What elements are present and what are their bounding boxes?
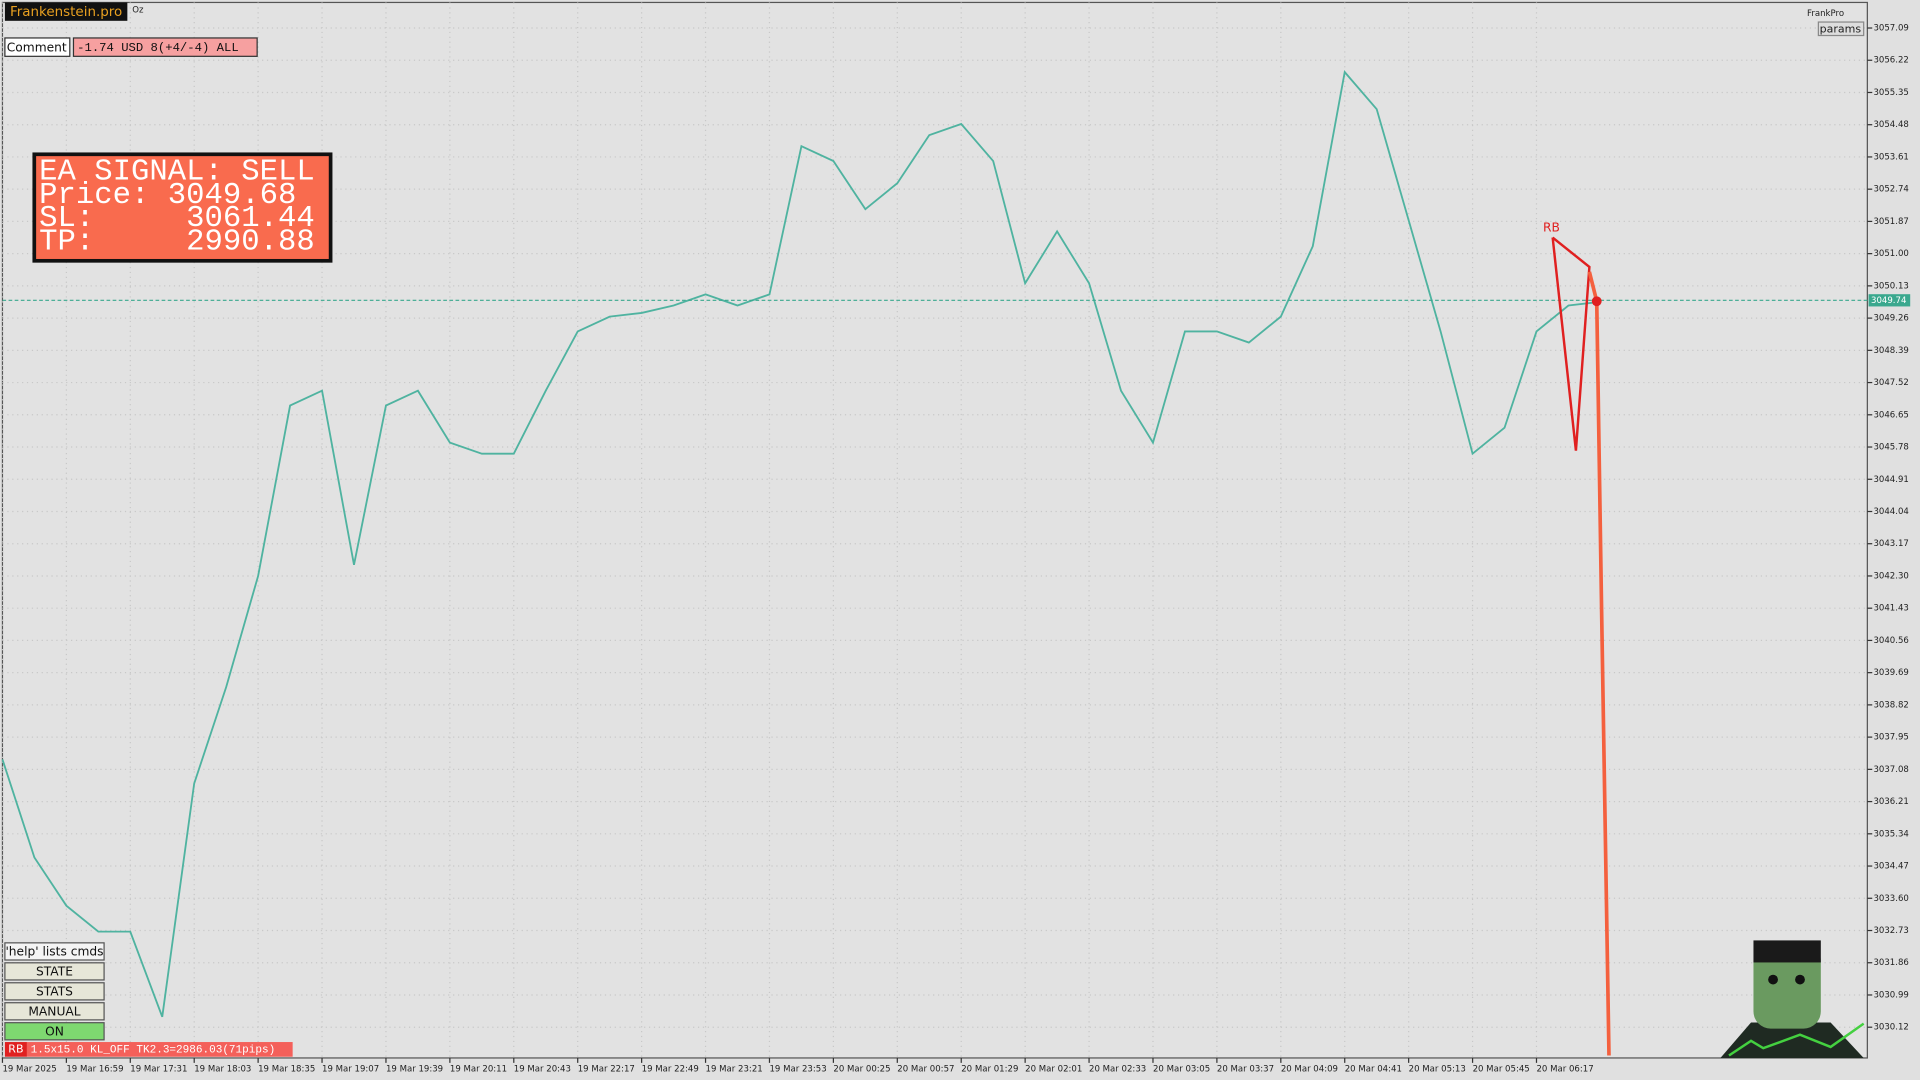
x-tick-label: 19 Mar 18:03 (194, 1064, 251, 1074)
x-tick-label: 20 Mar 03:05 (1153, 1064, 1210, 1074)
status-text: 1.5x15.0 KL_OFF TK2.3=2986.03(71pips) (31, 1044, 276, 1056)
current-price-label: 3049.74 (1871, 296, 1906, 306)
x-tick-label: 19 Mar 19:39 (386, 1064, 443, 1074)
x-tick-label: 20 Mar 05:45 (1473, 1064, 1530, 1074)
comment-label-box (4, 37, 71, 57)
y-tick-label: 3049.26 (1873, 314, 1908, 324)
y-tick-label: 3034.47 (1873, 862, 1908, 872)
y-tick-label: 3037.08 (1873, 765, 1908, 775)
y-tick-label: 3047.52 (1873, 378, 1908, 388)
projection-line (1587, 271, 1611, 1056)
y-tick-label: 3040.56 (1873, 636, 1908, 646)
x-tick-label: 19 Mar 20:11 (450, 1064, 507, 1074)
y-tick-label: 3051.00 (1873, 249, 1908, 259)
y-tick-label: 3057.09 (1873, 24, 1908, 34)
button (4, 942, 105, 961)
account: FrankPro (1807, 9, 1844, 19)
x-tick-label: 20 Mar 02:33 (1089, 1064, 1146, 1074)
marker-label: RB (1543, 220, 1560, 234)
button[interactable] (4, 982, 105, 1001)
x-tick-label: 19 Mar 17:31 (130, 1064, 187, 1074)
x-tick-label: 20 Mar 06:17 (1536, 1064, 1593, 1074)
x-tick-label: 19 Mar 19:07 (322, 1064, 379, 1074)
y-tick-label: 3054.48 (1873, 120, 1908, 130)
y-tick-label: 3046.65 (1873, 410, 1908, 420)
button[interactable] (4, 1002, 105, 1021)
button-label: 'help' lists cmds (5, 945, 103, 959)
x-tick-label: 19 Mar 23:21 (706, 1064, 763, 1074)
y-tick-label: 3044.91 (1873, 475, 1908, 485)
signal-box (32, 152, 333, 263)
x-tick-label: 20 Mar 04:41 (1345, 1064, 1402, 1074)
y-tick-label: 3037.95 (1873, 733, 1908, 743)
params-label: params (1820, 22, 1862, 35)
params-button[interactable] (1817, 21, 1865, 37)
y-tick-label: 3045.78 (1873, 443, 1908, 453)
status-box (26, 1042, 293, 1057)
x-tick-label: 19 Mar 22:17 (578, 1064, 635, 1074)
button-label: ON (45, 1024, 64, 1038)
x-tick-label: 19 Mar 22:49 (642, 1064, 699, 1074)
y-tick-label: 3033.60 (1873, 894, 1908, 904)
y-tick-label: 3035.34 (1873, 829, 1908, 839)
brand: Frankenstein.pro (10, 5, 122, 20)
comment-value: -1.74 USD 8(+4/-4) ALL (77, 41, 239, 55)
y-tick-label: 3030.12 (1873, 1023, 1908, 1033)
x-tick-label: 20 Mar 00:57 (897, 1064, 954, 1074)
y-tick-label: 3038.82 (1873, 700, 1908, 710)
signal-line: EA SIGNAL: SELL (39, 156, 315, 190)
button[interactable] (4, 962, 105, 981)
x-tick-label: 20 Mar 05:13 (1409, 1064, 1466, 1074)
y-tick-label: 3032.73 (1873, 926, 1908, 936)
rb-pattern (1551, 236, 1591, 451)
brand-box (4, 2, 128, 21)
y-tick-label: 3039.69 (1873, 668, 1908, 678)
status-tag: RB (8, 1042, 23, 1055)
comment-value-box (72, 37, 258, 57)
y-tick-label: 3031.86 (1873, 958, 1908, 968)
signal-line: Price: 3049.68 (39, 179, 296, 213)
x-tick-label: 19 Mar 20:43 (514, 1064, 571, 1074)
button-label: STATS (36, 984, 73, 998)
button-label: MANUAL (28, 1004, 80, 1018)
y-tick-label: 3042.30 (1873, 571, 1908, 581)
y-tick-label: 3030.99 (1873, 990, 1908, 1000)
y-tick-label: 3056.22 (1873, 56, 1908, 66)
signal-line: TP: 2990.88 (39, 225, 315, 259)
x-tick-label: 20 Mar 03:37 (1217, 1064, 1274, 1074)
y-tick-label: 3048.39 (1873, 346, 1908, 356)
y-tick-label: 3055.35 (1873, 88, 1908, 98)
y-tick-label: 3051.87 (1873, 217, 1908, 227)
y-tick-label: 3043.17 (1873, 539, 1908, 549)
x-tick-label: 19 Mar 23:53 (769, 1064, 826, 1074)
current-price-box (1868, 294, 1911, 307)
mascot (1720, 940, 1865, 1058)
y-tick-label: 3044.04 (1873, 507, 1908, 517)
y-tick-label: 3050.13 (1873, 281, 1908, 291)
x-tick-label: 19 Mar 18:35 (258, 1064, 315, 1074)
x-tick-label: 20 Mar 04:09 (1281, 1064, 1338, 1074)
price-line (1, 70, 1601, 1018)
button-panel: 'help' lists cmds STATE STATS MANUAL ON (4, 942, 105, 1041)
button[interactable] (4, 1022, 105, 1041)
y-tick-label: 3036.21 (1873, 797, 1908, 807)
x-tick-label: 20 Mar 01:29 (961, 1064, 1018, 1074)
status-tag-box (4, 1042, 27, 1057)
entry-dot (1591, 296, 1602, 307)
symbol: Oz (132, 5, 144, 15)
y-tick-label: 3053.61 (1873, 152, 1908, 162)
button-label: STATE (36, 965, 73, 979)
signal-line: SL: 3061.44 (39, 202, 315, 236)
y-tick-label: 3052.74 (1873, 185, 1908, 195)
y-tick-label: 3041.43 (1873, 604, 1908, 614)
x-tick-label: 20 Mar 00:25 (833, 1064, 890, 1074)
comment-label: Comment (7, 40, 67, 54)
x-tick-label: 19 Mar 2025 (2, 1064, 56, 1074)
x-tick-label: 20 Mar 02:01 (1025, 1064, 1082, 1074)
x-tick-label: 19 Mar 16:59 (66, 1064, 123, 1074)
